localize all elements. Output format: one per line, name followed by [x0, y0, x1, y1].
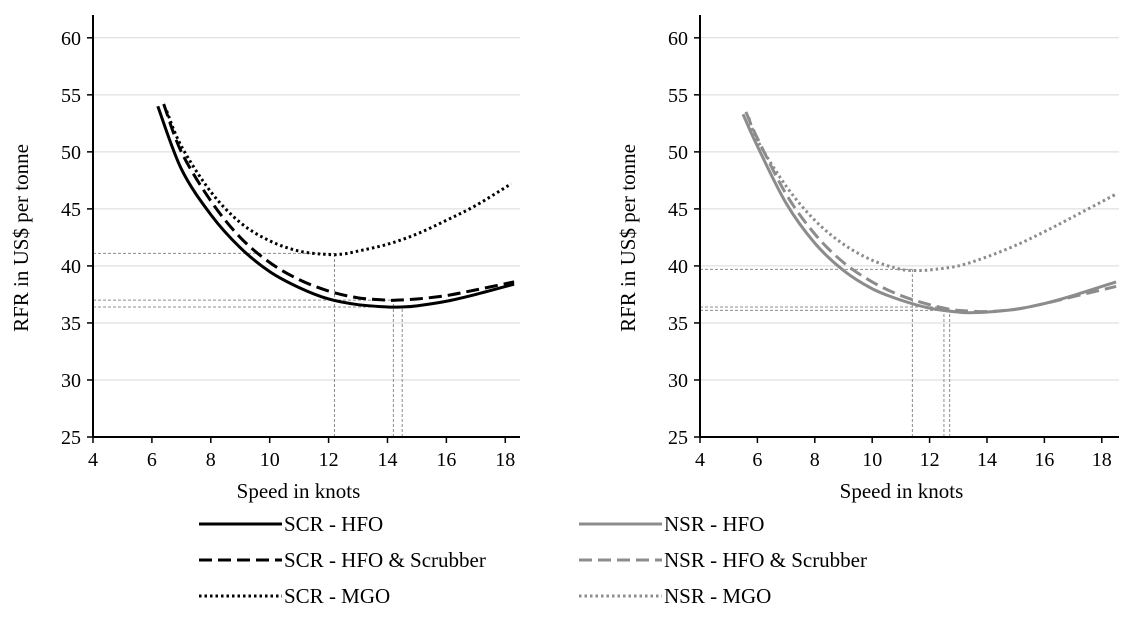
y-tick-label: 50 — [668, 142, 688, 164]
x-tick-label: 18 — [1092, 449, 1112, 471]
x-tick-label: 10 — [260, 449, 280, 471]
legend: SCR - HFO NSR - HFO SCR - HFO & Scrubber NS… — [199, 512, 867, 608]
chart-panel-1: 25 30 35 40 45 50 55 60 4 6 8 10 12 14 16 18 Speed in kn… — [9, 15, 520, 503]
x-tick-label: 4 — [695, 449, 705, 471]
series-line-1 — [156, 105, 515, 309]
series-line-3 — [165, 110, 512, 257]
x-tick-label: 8 — [206, 449, 216, 471]
x-tick-label: 12 — [920, 449, 940, 471]
x-tick-label: 16 — [436, 449, 456, 471]
x-tick-label: 4 — [88, 449, 98, 471]
y-tick-label: 40 — [668, 256, 688, 278]
chart-panel-2: 25 30 35 40 45 50 55 60 4 6 8 10 12 14 16 18 Speed in kn… — [616, 15, 1119, 503]
y-tick-label: 50 — [61, 142, 81, 164]
x-tick-label: 14 — [977, 449, 997, 471]
legend-label: SCR - HFO & Scrubber — [284, 548, 486, 572]
x-axis-label: Speed in knots — [840, 479, 964, 503]
y-tick-label: 55 — [668, 85, 688, 107]
y-axis-label: RFR in US$ per tonne — [616, 144, 640, 332]
x-tick-label: 10 — [862, 449, 882, 471]
legend-label: SCR - HFO — [284, 512, 383, 536]
legend-label: NSR - HFO — [664, 512, 764, 536]
y-axis-label: RFR in US$ per tonne — [9, 144, 33, 332]
legend-label: SCR - MGO — [284, 584, 390, 608]
y-tick-label: 45 — [668, 199, 688, 221]
series-line-3 — [747, 117, 1117, 273]
series-line-2 — [744, 111, 1117, 314]
x-tick-label: 6 — [147, 449, 157, 471]
x-tick-label: 8 — [810, 449, 820, 471]
legend-label: NSR - MGO — [664, 584, 771, 608]
x-tick-label: 18 — [495, 449, 515, 471]
y-tick-label: 55 — [61, 85, 81, 107]
y-tick-label: 25 — [61, 427, 81, 449]
y-tick-label: 45 — [61, 199, 81, 221]
legend-label: NSR - HFO & Scrubber — [664, 548, 867, 572]
y-tick-label: 60 — [668, 28, 688, 50]
x-tick-label: 16 — [1034, 449, 1054, 471]
x-tick-label: 12 — [319, 449, 339, 471]
x-axis-label: Speed in knots — [237, 479, 361, 503]
y-tick-label: 40 — [61, 256, 81, 278]
y-tick-label: 30 — [61, 370, 81, 392]
y-tick-label: 35 — [61, 313, 81, 335]
y-tick-label: 30 — [668, 370, 688, 392]
x-tick-label: 14 — [377, 449, 397, 471]
y-tick-label: 35 — [668, 313, 688, 335]
series-line-2 — [162, 103, 515, 302]
y-tick-label: 60 — [61, 28, 81, 50]
x-tick-label: 6 — [752, 449, 762, 471]
y-tick-label: 25 — [668, 427, 688, 449]
